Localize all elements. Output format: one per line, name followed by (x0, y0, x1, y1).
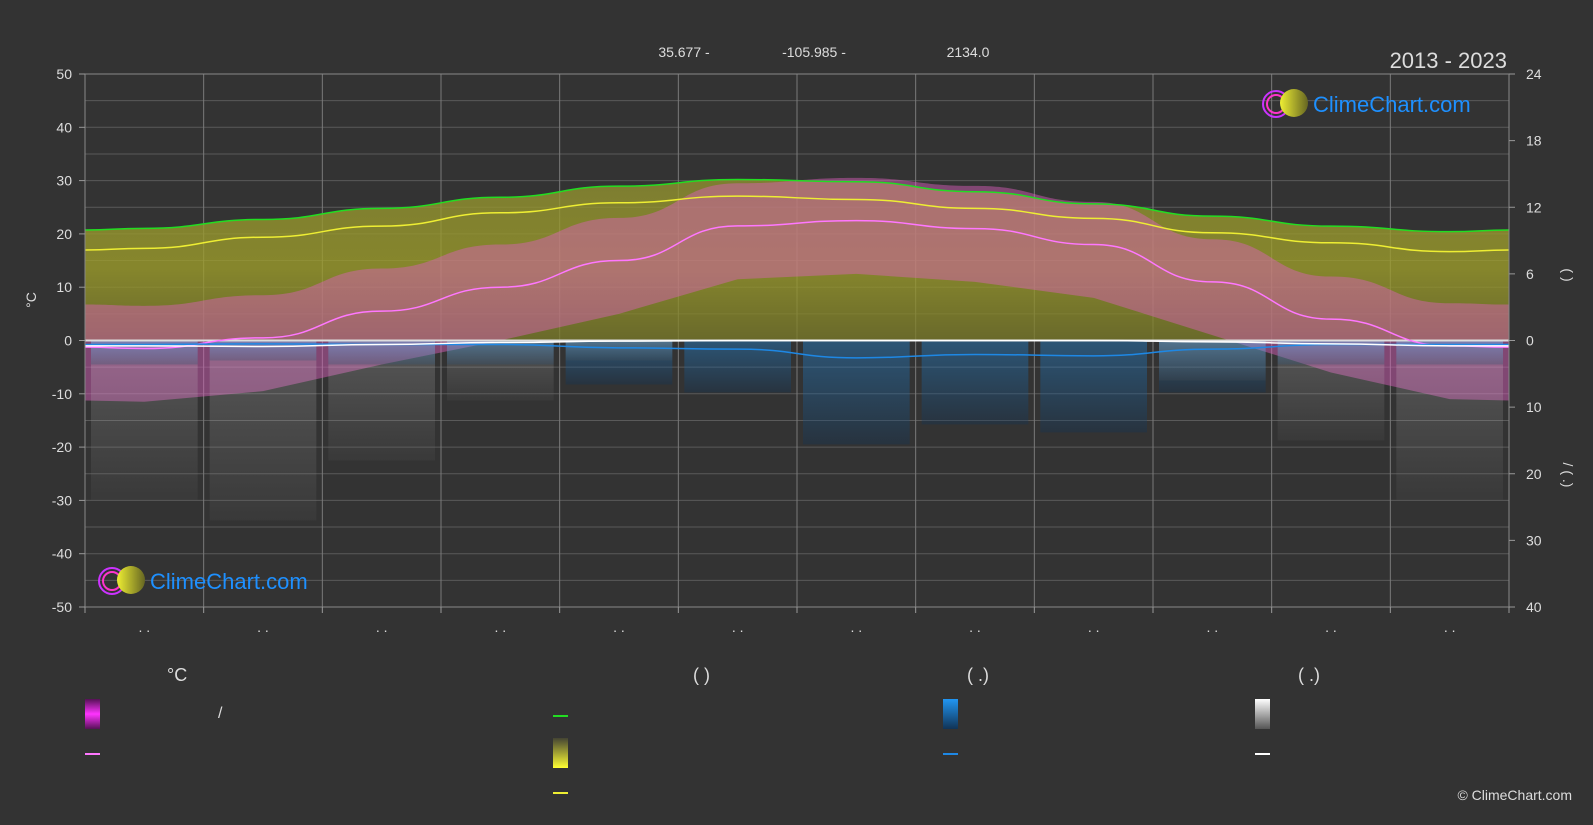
snow-bar (1159, 340, 1266, 381)
x-tick-label: . . (732, 619, 744, 635)
left-tick-label: 20 (56, 226, 72, 242)
x-tick-label: . . (376, 619, 388, 635)
snow-bar (1277, 340, 1385, 441)
x-tick-label: . . (1088, 619, 1100, 635)
right-axis-bottom-label: / ( .) (1560, 463, 1576, 488)
temperature-range-band (85, 177, 1509, 402)
plot-area (84, 73, 1510, 608)
left-axis-label: °C (23, 292, 39, 308)
x-tick-label: . . (1325, 619, 1337, 635)
legend-swatch-mean-temp (85, 753, 100, 755)
mean-temperature-line (84, 219, 1510, 350)
legend-swatch-daylight (553, 715, 568, 717)
logo-top[interactable]: ClimeChart.com (1262, 89, 1471, 118)
right-axis: 24 18 12 6 0 10 20 30 40 (1509, 66, 1542, 615)
legend-head-snow: ( .) (1298, 665, 1320, 685)
legend-swatch-sunshine (553, 792, 568, 794)
legend-head-temperature: °C (167, 665, 188, 685)
x-tick-label: . . (1444, 619, 1456, 635)
left-tick-label: -40 (52, 546, 72, 562)
logo-bottom[interactable]: ClimeChart.com (98, 566, 308, 595)
left-tick-label: -50 (52, 599, 72, 615)
x-tick-label: . . (613, 619, 625, 635)
copyright[interactable]: © ClimeChart.com (1457, 787, 1572, 803)
sunshine-line (84, 195, 1510, 253)
left-axis: 50 40 30 20 10 0 -10 -20 -30 -40 -50 (52, 66, 85, 615)
legend-swatch-snow (1255, 753, 1270, 755)
snow-bar (209, 340, 317, 521)
left-tick-label: -20 (52, 439, 72, 455)
period-label: 2013 - 2023 (1390, 48, 1507, 73)
logo-text: ClimeChart.com (150, 569, 308, 594)
snow-bar (565, 340, 673, 361)
right-top-tick-label: 18 (1526, 133, 1542, 149)
snow-bar (447, 340, 554, 401)
rain-line (84, 343, 1509, 359)
left-tick-label: 0 (64, 333, 72, 349)
right-top-tick-label: 24 (1526, 66, 1542, 82)
logo-text: ClimeChart.com (1313, 92, 1471, 117)
legend-label-temp-range: / (218, 705, 223, 722)
left-tick-label: 50 (56, 66, 72, 82)
data-lines (84, 178, 1510, 359)
right-bottom-tick-label: 40 (1526, 599, 1542, 615)
x-tick-label: . . (138, 619, 150, 635)
left-tick-label: 40 (56, 119, 72, 135)
logo-sun-icon (1280, 89, 1308, 117)
x-tick-label: . . (1206, 619, 1218, 635)
right-top-tick-label: 12 (1526, 199, 1542, 215)
right-top-tick-label: 6 (1526, 266, 1534, 282)
right-bottom-tick-label: 10 (1526, 399, 1542, 415)
snow-line (85, 339, 1509, 348)
left-tick-label: -30 (52, 492, 72, 508)
left-tick-label: 30 (56, 173, 72, 189)
legend-swatch-sunshine-range (553, 738, 568, 768)
logo-sun-icon (117, 566, 145, 594)
snow-bar (328, 340, 435, 461)
legend-head-rain: ( .) (967, 665, 989, 685)
right-bottom-tick-label: 20 (1526, 466, 1542, 482)
legend-swatch-rain (943, 753, 958, 755)
latitude-value: 35.677 - (658, 44, 710, 60)
right-axis-top-label: ( ) (1560, 268, 1576, 281)
right-top-tick-label: 0 (1526, 333, 1534, 349)
x-axis: . . . . . . . . . . . . . . . . . . . . . . . . (84, 607, 1510, 635)
legend-swatch-temp-range (85, 699, 100, 729)
legend-swatch-snow-range (1255, 699, 1270, 729)
daylight-line (84, 178, 1510, 233)
rain-bar (921, 340, 1029, 425)
legend-head-daylight: ( ) (693, 665, 710, 685)
x-tick-label: . . (850, 619, 862, 635)
left-tick-label: 10 (56, 279, 72, 295)
left-tick-label: -10 (52, 386, 72, 402)
right-bottom-tick-label: 30 (1526, 532, 1542, 548)
legend-swatch-rain-range (943, 699, 958, 729)
longitude-value: -105.985 - (782, 44, 846, 60)
snow-bar (91, 340, 198, 501)
elevation-value: 2134.0 (947, 44, 990, 60)
x-tick-label: . . (494, 619, 506, 635)
x-tick-label: . . (969, 619, 981, 635)
snow-bar (1396, 340, 1503, 501)
x-tick-label: . . (257, 619, 269, 635)
